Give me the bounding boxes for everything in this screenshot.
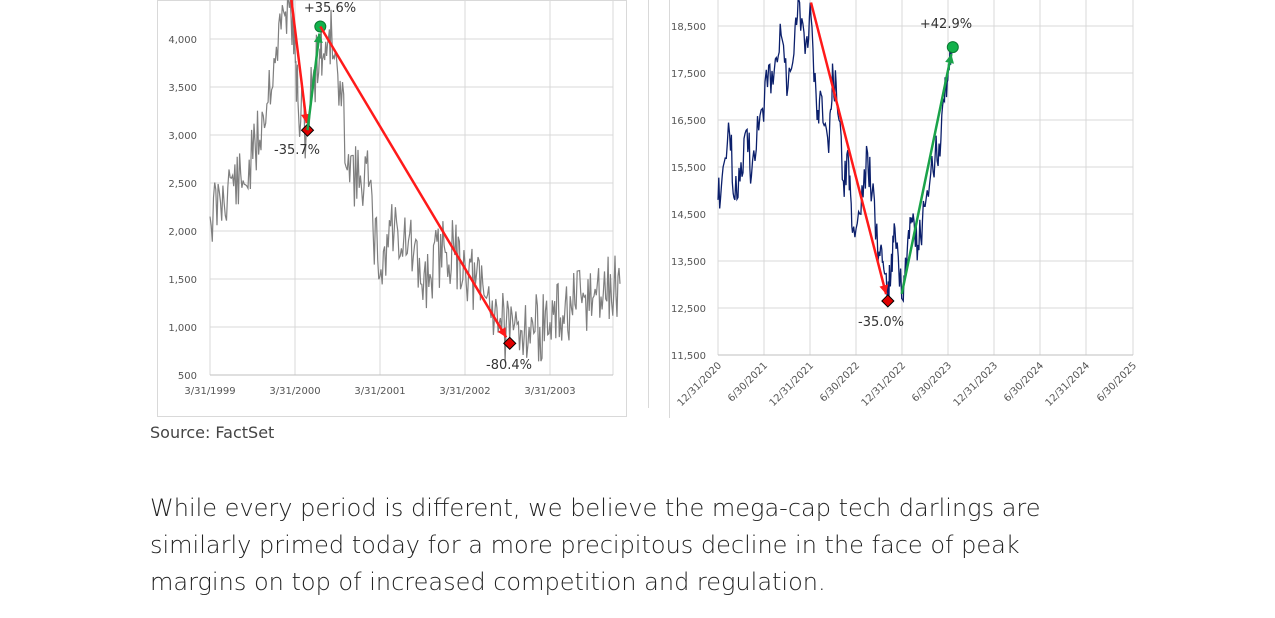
chart-left-series-line — [209, 0, 621, 363]
annotation-arrow — [809, 2, 888, 295]
chart-left-x-ticks: 3/31/1999 3/31/2000 3/31/2001 3/31/2002 … — [184, 386, 575, 397]
y-tick-label: 4,000 — [168, 35, 197, 46]
x-tick-label: 12/31/2022 — [860, 360, 909, 409]
chart-left-svg: 500 1,000 1,500 2,000 2,500 3,000 3,500 … — [157, 0, 627, 417]
annotation-marker-circle — [946, 41, 959, 54]
x-tick-label: 3/31/2003 — [524, 386, 575, 397]
x-tick-label: 12/31/2020 — [676, 360, 725, 409]
y-tick-label: 16,500 — [671, 116, 706, 127]
chart-left-border — [157, 0, 627, 417]
y-tick-label: 17,500 — [671, 69, 706, 80]
y-tick-label: 12,500 — [671, 304, 706, 315]
annotation-label-down: -35.0% — [858, 315, 904, 330]
annotation-label-down: -35.7% — [274, 143, 320, 158]
y-tick-label: 500 — [178, 371, 197, 382]
chart-left-y-ticks: 500 1,000 1,500 2,000 2,500 3,000 3,500 … — [168, 35, 197, 382]
annotation-arrow — [306, 33, 321, 131]
chart-right-x-ticks: 12/31/2020 6/30/2021 12/31/2021 6/30/202… — [676, 360, 1140, 409]
chart-left-annotations — [290, 0, 517, 351]
chart-right-series-line — [717, 0, 954, 304]
annotation-arrow — [290, 0, 308, 124]
y-tick-label: 13,500 — [671, 257, 706, 268]
annotation-marker-diamond — [881, 294, 895, 308]
y-tick-label: 11,500 — [671, 351, 706, 362]
y-tick-label: 14,500 — [671, 210, 706, 221]
y-tick-label: 1,000 — [168, 323, 197, 334]
x-tick-label: 3/31/2000 — [269, 386, 320, 397]
chart-left: 500 1,000 1,500 2,000 2,500 3,000 3,500 … — [157, 0, 627, 417]
chart-left-grid-y — [210, 38, 613, 328]
annotation-arrow — [900, 53, 953, 295]
x-tick-label: 12/31/2023 — [952, 360, 1001, 409]
annotation-arrowhead — [497, 327, 507, 338]
annotation-label-down: -80.4% — [486, 358, 532, 373]
annotation-arrowhead — [301, 113, 311, 124]
chart-right-annotations — [809, 2, 959, 308]
x-tick-label: 3/31/2002 — [439, 386, 490, 397]
annotation-arrow — [319, 25, 508, 338]
annotation-arrowhead — [879, 284, 889, 295]
annotation-marker-diamond — [503, 336, 517, 351]
x-tick-label: 6/30/2025 — [1095, 360, 1139, 404]
annotation-arrowhead — [313, 33, 323, 43]
x-tick-label: 3/31/2001 — [354, 386, 405, 397]
annotation-marker-diamond — [300, 123, 315, 137]
x-tick-label: 6/30/2021 — [726, 360, 770, 404]
x-tick-label: 6/30/2024 — [1002, 360, 1046, 404]
x-tick-label: 6/30/2022 — [818, 360, 862, 404]
x-tick-label: 12/31/2024 — [1044, 360, 1093, 409]
chart-right: 11,500 12,500 13,500 14,500 15,500 16,50… — [648, 0, 1158, 420]
y-tick-label: 1,500 — [168, 275, 197, 286]
x-tick-label: 6/30/2023 — [910, 360, 954, 404]
y-tick-label: 18,500 — [671, 22, 706, 33]
chart-right-svg: 11,500 12,500 13,500 14,500 15,500 16,50… — [648, 0, 1140, 418]
annotation-arrowhead — [945, 54, 954, 64]
annotation-label-up: +35.6% — [304, 1, 356, 16]
chart-left-grid-x — [209, 0, 614, 375]
y-tick-label: 15,500 — [671, 163, 706, 174]
x-tick-label: 3/31/1999 — [184, 386, 235, 397]
source-note: Source: FactSet — [150, 423, 275, 442]
chart-right-grid-y — [718, 25, 1133, 309]
y-tick-label: 2,000 — [168, 227, 197, 238]
y-tick-label: 3,500 — [168, 83, 197, 94]
y-tick-label: 2,500 — [168, 179, 197, 190]
y-tick-label: 3,000 — [168, 131, 197, 142]
chart-right-y-ticks: 11,500 12,500 13,500 14,500 15,500 16,50… — [671, 22, 706, 362]
x-tick-label: 12/31/2021 — [768, 360, 817, 409]
body-paragraph: While every period is different, we beli… — [150, 494, 1041, 596]
annotation-label-up: +42.9% — [920, 17, 972, 32]
